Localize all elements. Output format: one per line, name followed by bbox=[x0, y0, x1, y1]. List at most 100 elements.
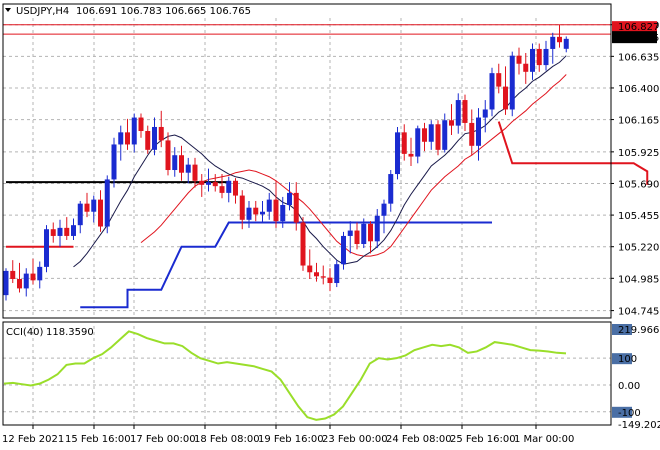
ohlc-readout: 106.691 106.783 106.665 106.765 bbox=[76, 6, 251, 17]
cci-label: CCI(40) bbox=[6, 327, 44, 338]
trailing-stop-blue bbox=[80, 221, 492, 309]
price-tag-text: 106.765 bbox=[618, 33, 659, 44]
price-tag-upper-text: 106.827 bbox=[618, 22, 659, 33]
candle-body bbox=[111, 144, 117, 180]
candle-body bbox=[509, 55, 515, 110]
cci-tick-label: -100 bbox=[618, 408, 641, 419]
time-tick-label: 25 Feb 16:00 bbox=[450, 434, 516, 445]
candle-body bbox=[314, 272, 319, 277]
price-tag-upper bbox=[612, 21, 657, 33]
candle-body bbox=[415, 128, 421, 157]
candle-body bbox=[3, 270, 9, 296]
cci-tick-label: 0.00 bbox=[618, 381, 640, 392]
candle-body bbox=[138, 117, 144, 132]
candle-body bbox=[482, 109, 488, 118]
candle-body bbox=[152, 126, 157, 150]
candle-body bbox=[341, 235, 346, 265]
cci-panel bbox=[3, 330, 567, 421]
time-tick-label: 24 Feb 08:00 bbox=[386, 434, 452, 445]
candle-body bbox=[165, 140, 171, 171]
candle-body bbox=[320, 276, 326, 278]
candle-body bbox=[30, 273, 36, 281]
triangle-down-icon[interactable] bbox=[5, 8, 11, 12]
candle-body bbox=[10, 270, 16, 279]
cci-tick-label: 100 bbox=[618, 354, 637, 365]
candle-body bbox=[98, 199, 103, 227]
candle-body bbox=[118, 132, 124, 145]
candle-body bbox=[77, 203, 83, 226]
grid bbox=[3, 18, 611, 425]
candle-body bbox=[226, 180, 232, 193]
candle-body bbox=[131, 117, 137, 145]
candle-body bbox=[23, 273, 29, 289]
candle-body bbox=[64, 227, 70, 236]
price-tick-label: 104.985 bbox=[618, 274, 659, 285]
candle-body bbox=[496, 73, 502, 87]
candle-body bbox=[260, 211, 265, 215]
candle-body bbox=[543, 48, 549, 66]
cci-value: 118.3590 bbox=[46, 327, 94, 338]
price-tick-label: 105.690 bbox=[618, 179, 659, 190]
candle-body bbox=[381, 203, 387, 216]
price-panel bbox=[3, 24, 649, 309]
candle-body bbox=[449, 120, 454, 126]
candle-body bbox=[158, 126, 164, 141]
candle-body bbox=[273, 199, 279, 222]
candle-body bbox=[503, 86, 508, 110]
candle-body bbox=[442, 120, 448, 150]
price-tick-label: 106.165 bbox=[618, 116, 659, 127]
candle-body bbox=[145, 131, 151, 150]
candle-body bbox=[300, 222, 306, 266]
cci-tag bbox=[612, 324, 632, 335]
candle-body bbox=[361, 223, 367, 245]
moving-average-red bbox=[140, 74, 567, 257]
time-tick-label: 15 Feb 16:00 bbox=[65, 434, 131, 445]
candle-body bbox=[104, 179, 110, 227]
symbol-label: USDJPY,H4 bbox=[16, 6, 69, 17]
candle-body bbox=[523, 63, 529, 72]
candle-body bbox=[374, 215, 380, 242]
cci-tag bbox=[612, 353, 632, 365]
candle-body bbox=[334, 264, 340, 284]
candle-body bbox=[327, 277, 333, 284]
candle-body bbox=[428, 124, 434, 142]
candle-body bbox=[293, 192, 299, 223]
price-tick-label: 105.925 bbox=[618, 148, 659, 159]
candle-body bbox=[206, 182, 211, 185]
cci-tick-label: 219.9663 bbox=[618, 325, 660, 336]
axes: 106.870106.635106.400106.165105.925105.6… bbox=[2, 3, 660, 445]
candle-body bbox=[17, 278, 22, 289]
candle-body bbox=[455, 100, 461, 126]
candle-body bbox=[307, 265, 313, 273]
candle-body bbox=[469, 122, 475, 146]
candle-body bbox=[536, 48, 542, 66]
candle-body bbox=[388, 174, 394, 204]
candle-body bbox=[125, 132, 130, 145]
symbol-header: USDJPY,H4 106.691 106.783 106.665 106.76… bbox=[5, 6, 251, 17]
candle-body bbox=[395, 132, 400, 175]
price-tick-label: 104.745 bbox=[618, 307, 659, 318]
time-tick-label: 17 Feb 00:00 bbox=[130, 434, 196, 445]
candle-body bbox=[192, 164, 198, 181]
cci-tag bbox=[612, 406, 632, 418]
candle-body bbox=[199, 180, 205, 185]
cci-line bbox=[3, 330, 567, 421]
candle-body bbox=[219, 186, 225, 193]
candle-body bbox=[354, 230, 360, 245]
time-tick-label: 23 Feb 00:00 bbox=[322, 434, 388, 445]
time-tick-label: 12 Feb 2021 bbox=[2, 434, 64, 445]
candle-body bbox=[266, 199, 272, 212]
candle-body bbox=[253, 207, 259, 215]
candle-body bbox=[401, 132, 407, 154]
candle-body bbox=[172, 155, 178, 171]
candle-body bbox=[563, 38, 569, 49]
candle-body bbox=[44, 229, 49, 267]
candle-body bbox=[287, 192, 292, 205]
time-tick-label: 19 Feb 16:00 bbox=[258, 434, 324, 445]
cci-panel-frame bbox=[2, 321, 612, 426]
price-tick-label: 106.635 bbox=[618, 52, 659, 63]
trailing-stop-red bbox=[497, 121, 649, 185]
candle-body bbox=[239, 195, 245, 220]
price-tick-label: 105.455 bbox=[618, 211, 659, 222]
